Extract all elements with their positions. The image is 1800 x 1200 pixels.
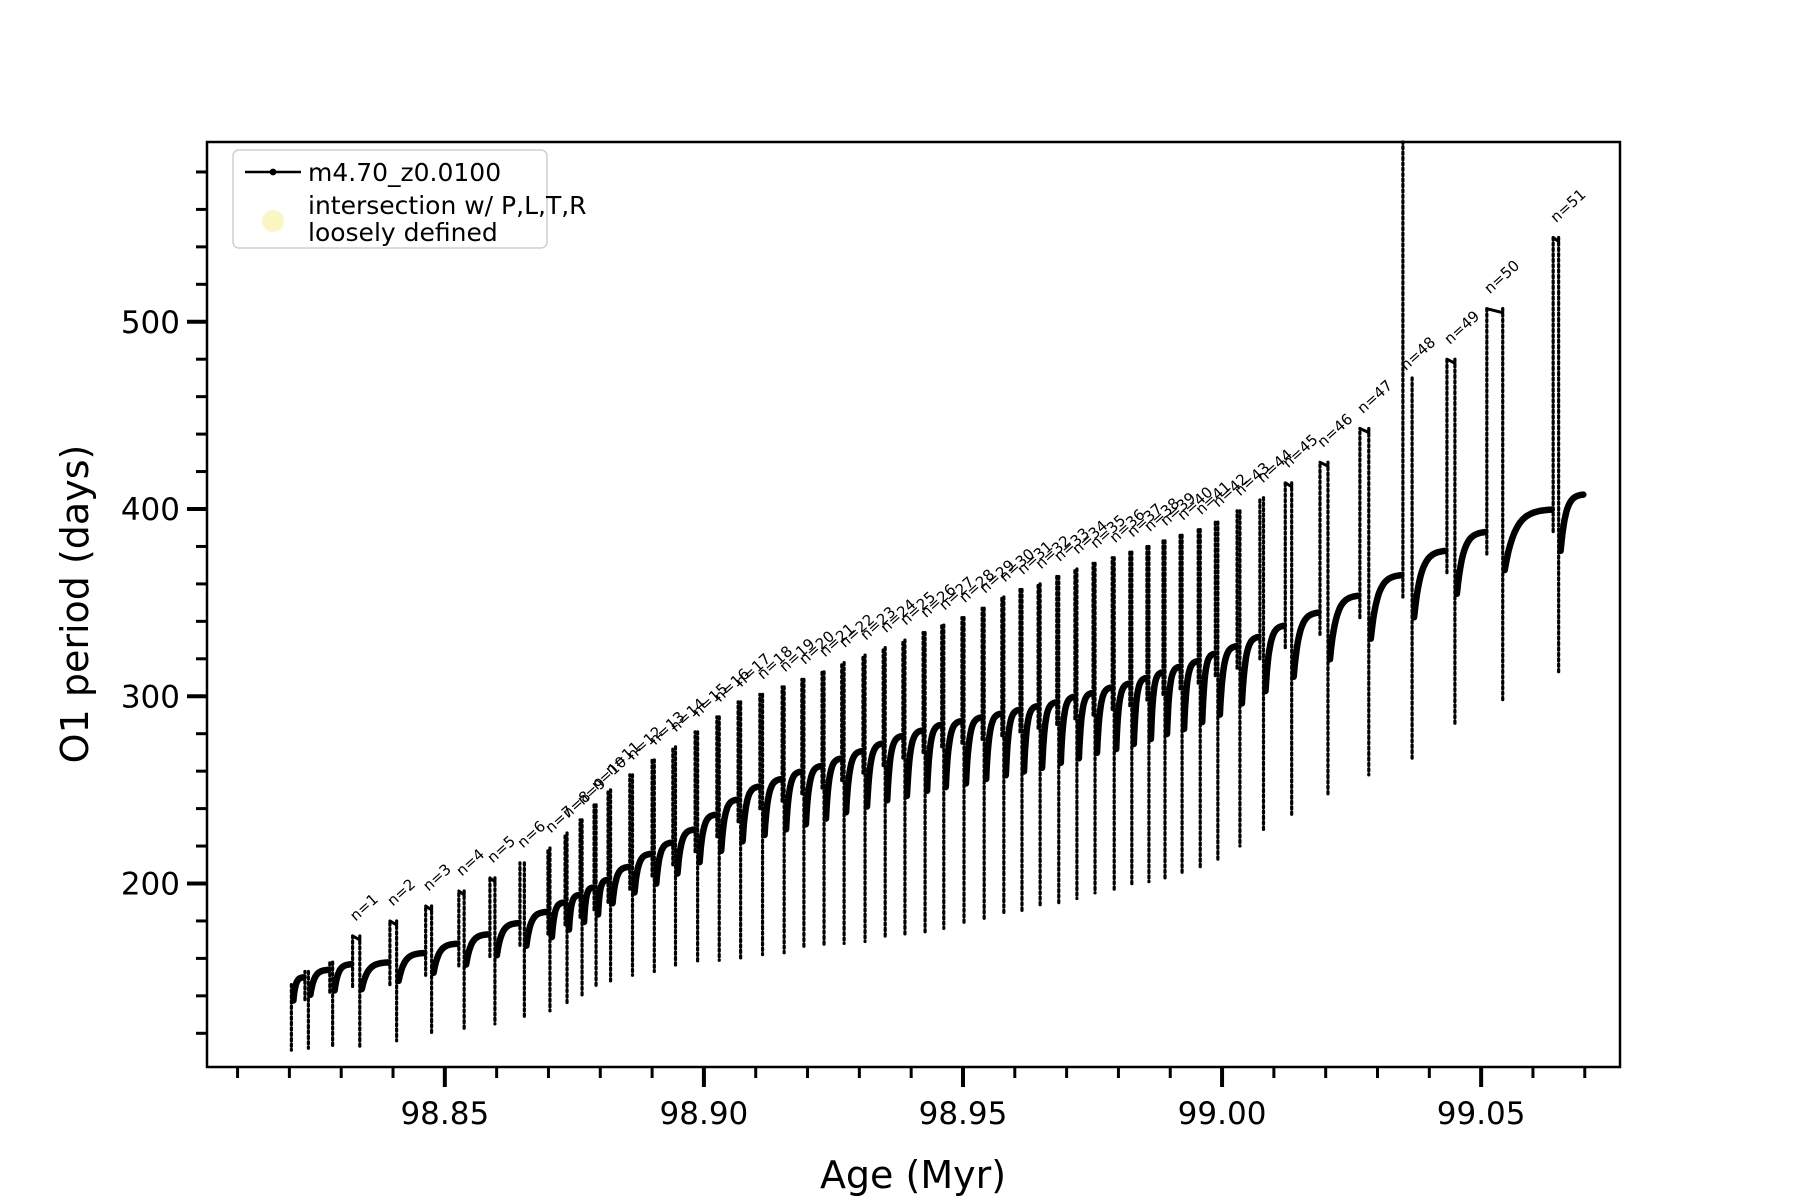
- interpulse-arc: [594, 876, 610, 918]
- interpulse-arc: [580, 884, 596, 926]
- interpulse-arc: [782, 768, 804, 833]
- interpulse-arc: [761, 775, 784, 839]
- pulse-label-n50: n=50: [1480, 256, 1523, 297]
- interpulse-arc: [717, 796, 740, 855]
- interpulse-arc: [1410, 547, 1449, 621]
- axis-ticks: [187, 170, 1587, 1087]
- interpulse-arc: [674, 826, 697, 877]
- interpulse-arc: [1112, 680, 1132, 753]
- interpulse-arc: [1180, 658, 1200, 733]
- pulse-top-hook: [388, 919, 399, 927]
- interpulse-arc: [1326, 592, 1362, 663]
- interpulse-arc: [1453, 528, 1489, 598]
- interpulse-arc: [1038, 699, 1059, 772]
- x-tick-label: 98.85: [400, 1096, 489, 1132]
- data-series-m470-z00100: [289, 140, 1587, 1052]
- legend-entry-intersection-line1: intersection w/ P,L,T,R: [308, 191, 587, 220]
- interpulse-arc: [1198, 650, 1218, 726]
- pulse-top-hook: [1485, 307, 1505, 315]
- pulse-label-n51: n=51: [1547, 185, 1590, 226]
- interpulse-arc: [1238, 633, 1262, 707]
- interpulse-arc: [1020, 703, 1040, 775]
- interpulse-arc: [653, 839, 675, 887]
- interpulse-arc: [822, 755, 844, 822]
- interpulse-arc: [430, 940, 461, 977]
- interpulse-arc: [1501, 506, 1555, 574]
- x-tick-label: 99.00: [1178, 1096, 1267, 1132]
- interpulse-arc: [358, 959, 392, 993]
- interpulse-arc: [609, 863, 632, 907]
- axis-tick-labels: 98.85 98.90 98.95 99.00 99.05 200 300 400 500: [121, 305, 1526, 1132]
- interpulse-arc: [290, 974, 307, 1004]
- interpulse-arc: [1130, 674, 1149, 748]
- pulse-top-hook: [457, 889, 466, 897]
- y-tick-label: 200: [121, 866, 180, 902]
- y-tick-label: 300: [121, 679, 180, 715]
- pulse-top-hook: [1283, 481, 1294, 489]
- interpulse-arc: [696, 811, 719, 866]
- x-tick-label: 98.90: [660, 1096, 749, 1132]
- y-tick-label: 400: [121, 492, 180, 528]
- x-axis-label: Age (Myr): [820, 1153, 1006, 1197]
- pulse-top-hook: [424, 904, 434, 912]
- legend-circle-marker-icon: [262, 210, 284, 232]
- interpulse-arc: [395, 949, 428, 985]
- interpulse-arc: [1093, 684, 1114, 757]
- interpulse-arc: [923, 721, 944, 795]
- interpulse-arc: [1290, 609, 1322, 680]
- legend-box: [232, 149, 548, 249]
- pulse-label-n3: n=3: [419, 860, 455, 895]
- interpulse-arc: [1057, 693, 1077, 767]
- interpulse-arc: [631, 850, 654, 896]
- interpulse-arc: [1002, 706, 1022, 779]
- pulse-label-n2: n=2: [384, 875, 420, 910]
- interpulse-arc: [523, 908, 550, 949]
- interpulse-arc: [548, 899, 567, 941]
- legend-line-dot-icon: [269, 168, 277, 176]
- y-tick-label: 500: [121, 305, 180, 341]
- y-axis-label: O1 period (days): [53, 445, 97, 764]
- pulse-top-hook: [1358, 426, 1371, 434]
- interpulse-arc: [883, 732, 905, 804]
- pulse-top-hook: [1318, 460, 1330, 468]
- pulse-label-n1: n=1: [346, 890, 382, 925]
- legend-entry-intersection-line2: loosely defined: [308, 218, 498, 247]
- pulse-top-hook: [351, 934, 362, 942]
- pulse-top-hook: [488, 876, 497, 884]
- legend-entry-series-label: m4.70_z0.0100: [308, 158, 501, 187]
- pulse-label-n47: n=47: [1354, 376, 1397, 417]
- pulse-top-hook: [1551, 235, 1561, 243]
- interpulse-arc: [493, 919, 522, 959]
- interpulse-arc: [565, 891, 582, 933]
- interpulse-arc: [962, 714, 984, 787]
- interpulse-arc: [1367, 571, 1405, 642]
- interpulse-arc: [1262, 622, 1288, 695]
- interpulse-arc: [842, 747, 865, 816]
- interpulse-arc: [1557, 491, 1587, 555]
- plot-frame: [205, 140, 1622, 1069]
- interpulse-arc: [331, 961, 355, 994]
- pulse-top-hook: [1445, 357, 1457, 365]
- pulse-label-n49: n=49: [1441, 307, 1484, 348]
- interpulse-arc: [903, 727, 925, 800]
- legend: m4.70_z0.0100 intersection w/ P,L,T,R lo…: [232, 149, 587, 249]
- pulse-label-n4: n=4: [452, 845, 488, 880]
- interpulse-arc: [1147, 669, 1165, 743]
- x-tick-label: 98.95: [919, 1096, 1008, 1132]
- interpulse-arc: [1075, 689, 1095, 762]
- interpulse-arc: [982, 710, 1004, 783]
- interpulse-arc: [802, 762, 824, 828]
- pulse-label-n46: n=46: [1314, 410, 1357, 451]
- x-tick-label: 99.05: [1437, 1096, 1526, 1132]
- interpulse-arc: [863, 740, 885, 810]
- interpulse-arc: [739, 783, 762, 845]
- interpulse-arc: [1216, 643, 1239, 718]
- interpulse-arc: [307, 966, 332, 999]
- interpulse-arc: [942, 718, 964, 791]
- interpulse-arc: [1163, 663, 1182, 738]
- interpulse-arc: [462, 931, 492, 968]
